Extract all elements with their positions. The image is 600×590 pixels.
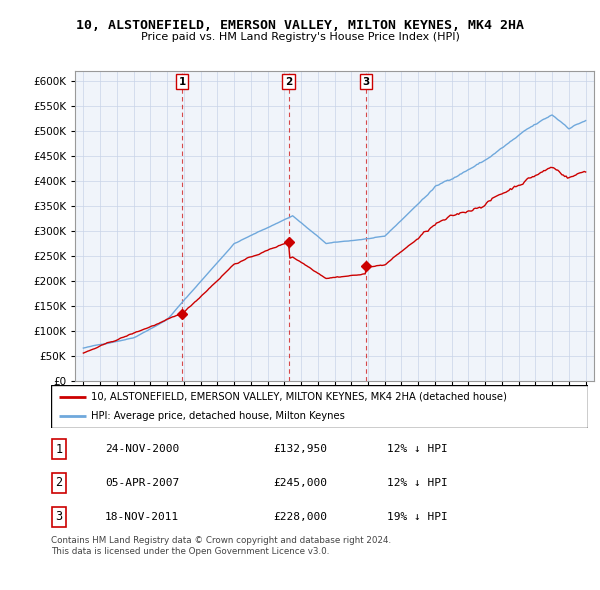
Text: 10, ALSTONEFIELD, EMERSON VALLEY, MILTON KEYNES, MK4 2HA (detached house): 10, ALSTONEFIELD, EMERSON VALLEY, MILTON… bbox=[91, 392, 507, 402]
Text: 3: 3 bbox=[55, 510, 62, 523]
Text: 2: 2 bbox=[285, 77, 292, 87]
Text: 1: 1 bbox=[55, 442, 62, 456]
Text: 10, ALSTONEFIELD, EMERSON VALLEY, MILTON KEYNES, MK4 2HA: 10, ALSTONEFIELD, EMERSON VALLEY, MILTON… bbox=[76, 19, 524, 32]
Text: 19% ↓ HPI: 19% ↓ HPI bbox=[387, 512, 448, 522]
Text: Price paid vs. HM Land Registry's House Price Index (HPI): Price paid vs. HM Land Registry's House … bbox=[140, 32, 460, 42]
Text: £228,000: £228,000 bbox=[273, 512, 327, 522]
Text: £132,950: £132,950 bbox=[273, 444, 327, 454]
Text: 05-APR-2007: 05-APR-2007 bbox=[105, 478, 179, 488]
Text: £245,000: £245,000 bbox=[273, 478, 327, 488]
Text: Contains HM Land Registry data © Crown copyright and database right 2024.
This d: Contains HM Land Registry data © Crown c… bbox=[51, 536, 391, 556]
Text: 3: 3 bbox=[362, 77, 370, 87]
Text: 12% ↓ HPI: 12% ↓ HPI bbox=[387, 444, 448, 454]
Text: HPI: Average price, detached house, Milton Keynes: HPI: Average price, detached house, Milt… bbox=[91, 411, 345, 421]
Text: 1: 1 bbox=[179, 77, 186, 87]
Text: 18-NOV-2011: 18-NOV-2011 bbox=[105, 512, 179, 522]
Text: 2: 2 bbox=[55, 476, 62, 490]
Text: 12% ↓ HPI: 12% ↓ HPI bbox=[387, 478, 448, 488]
Text: 24-NOV-2000: 24-NOV-2000 bbox=[105, 444, 179, 454]
